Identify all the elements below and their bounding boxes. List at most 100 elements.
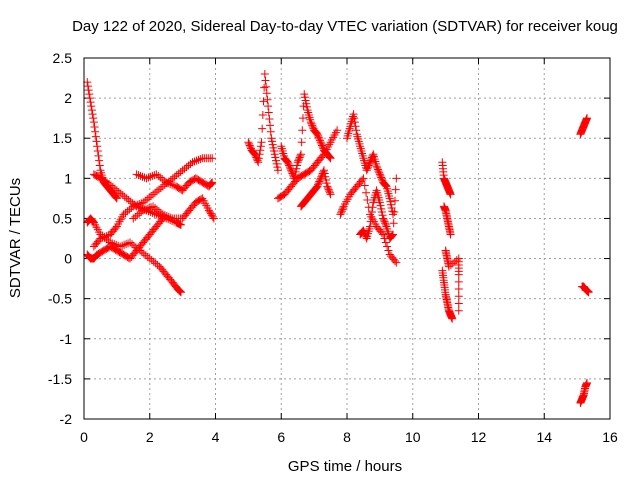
data-point xyxy=(85,90,94,99)
data-point xyxy=(164,212,173,221)
data-point xyxy=(379,230,388,239)
data-point xyxy=(291,167,300,176)
data-point xyxy=(172,171,181,180)
data-point xyxy=(158,182,167,191)
data-point xyxy=(207,179,216,188)
data-point xyxy=(162,178,171,187)
data-point xyxy=(376,171,385,180)
data-point xyxy=(285,163,294,172)
data-point xyxy=(322,179,331,188)
data-point xyxy=(112,193,121,202)
data-point xyxy=(175,286,184,295)
data-point xyxy=(90,122,99,131)
data-point xyxy=(283,158,292,167)
data-point xyxy=(151,204,160,213)
data-point xyxy=(272,159,281,168)
data-point xyxy=(262,89,271,98)
y-tick-label: 1.5 xyxy=(53,130,73,146)
data-point xyxy=(131,212,140,221)
series-arc-l xyxy=(343,110,398,219)
data-point xyxy=(111,224,120,233)
data-point xyxy=(389,230,398,239)
data-point xyxy=(366,222,375,231)
data-point xyxy=(308,122,317,131)
data-point xyxy=(261,76,270,85)
data-point xyxy=(325,153,334,162)
data-point xyxy=(308,121,317,130)
data-point xyxy=(258,110,267,119)
data-point xyxy=(388,207,397,216)
data-point xyxy=(366,156,375,165)
data-point xyxy=(584,288,593,297)
data-point xyxy=(302,99,311,108)
data-point xyxy=(126,238,135,247)
x-tick-label: 4 xyxy=(212,429,220,445)
data-point xyxy=(154,185,163,194)
data-point xyxy=(207,211,216,220)
data-point xyxy=(350,118,359,127)
data-point xyxy=(168,174,177,183)
data-point xyxy=(150,209,159,218)
data-point xyxy=(143,204,152,213)
data-point xyxy=(148,208,157,217)
data-point xyxy=(319,166,328,175)
data-point xyxy=(267,134,276,143)
x-tick-label: 14 xyxy=(536,429,552,445)
data-point xyxy=(352,126,361,135)
data-point xyxy=(142,174,151,183)
data-point xyxy=(166,213,175,222)
data-point xyxy=(154,171,163,180)
data-point xyxy=(245,139,254,148)
data-point xyxy=(127,240,136,249)
data-point xyxy=(446,230,455,239)
data-point xyxy=(262,82,271,91)
data-point xyxy=(292,164,301,173)
data-point xyxy=(95,161,104,170)
data-point xyxy=(315,135,324,144)
data-point xyxy=(152,205,161,214)
data-point xyxy=(387,200,396,209)
data-point xyxy=(377,228,386,237)
data-point xyxy=(89,118,98,127)
data-point xyxy=(135,200,144,209)
data-point xyxy=(323,183,332,192)
data-point xyxy=(93,147,102,156)
series-arc-m xyxy=(336,174,401,267)
data-point xyxy=(158,210,167,219)
data-point xyxy=(108,183,117,192)
data-point xyxy=(87,106,96,115)
data-point xyxy=(114,187,123,196)
data-point xyxy=(373,163,382,172)
data-point xyxy=(170,181,179,190)
data-point xyxy=(375,198,384,207)
data-point xyxy=(174,169,183,178)
data-point xyxy=(157,216,166,225)
data-point xyxy=(316,136,325,145)
x-tick-label: 10 xyxy=(405,429,421,445)
data-point xyxy=(273,163,282,172)
data-point xyxy=(112,186,121,195)
data-point xyxy=(116,189,125,198)
data-point xyxy=(312,183,321,192)
data-point xyxy=(91,132,100,141)
data-point xyxy=(83,82,92,91)
data-point xyxy=(271,156,280,165)
data-point xyxy=(154,207,163,216)
data-point xyxy=(333,126,342,135)
data-point xyxy=(295,153,304,162)
data-point xyxy=(168,180,177,189)
data-point xyxy=(314,131,323,140)
data-point xyxy=(293,161,302,170)
data-point xyxy=(358,175,367,184)
data-point xyxy=(582,114,591,123)
x-tick-label: 0 xyxy=(80,429,88,445)
data-point xyxy=(377,175,386,184)
data-point xyxy=(156,173,165,182)
data-point xyxy=(96,234,105,243)
data-point xyxy=(124,239,133,248)
y-tick-label: 1 xyxy=(64,170,72,186)
data-point xyxy=(258,124,267,133)
data-point xyxy=(116,242,125,251)
data-point xyxy=(143,252,152,261)
data-point xyxy=(316,138,325,147)
